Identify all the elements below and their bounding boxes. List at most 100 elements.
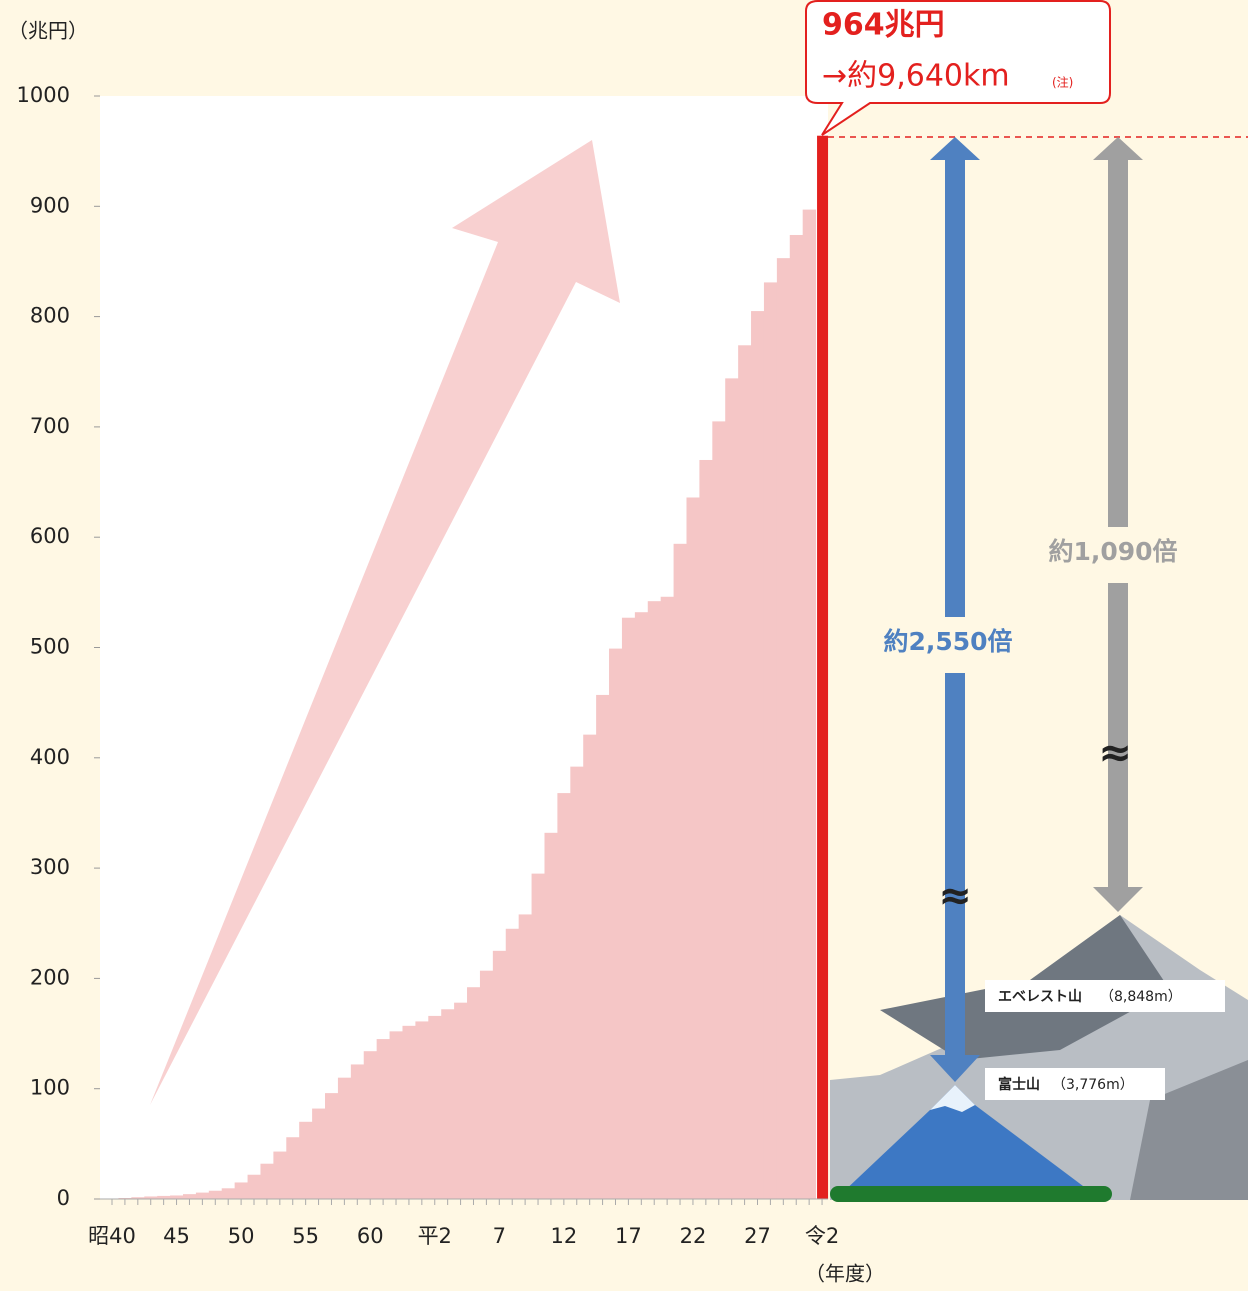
bar — [208, 1190, 223, 1199]
bar — [337, 1077, 352, 1199]
everest-rock — [1130, 1060, 1248, 1200]
x-tick-label: 17 — [615, 1224, 642, 1248]
label-bg — [860, 617, 1040, 673]
y-unit: （兆円） — [8, 19, 88, 43]
bar — [751, 311, 765, 1200]
x-unit: （年度） — [805, 1262, 885, 1286]
bar — [376, 1039, 391, 1199]
bar — [454, 1002, 468, 1199]
bar — [738, 345, 752, 1199]
callout-note: (注) — [1052, 75, 1073, 90]
y-tick-label: 200 — [30, 965, 70, 989]
bar — [273, 1151, 287, 1199]
bar — [789, 234, 804, 1199]
bar — [221, 1188, 236, 1199]
x-tick-label: 昭40 — [88, 1224, 136, 1248]
trend-arrow — [150, 140, 620, 1105]
label-bg — [1030, 527, 1200, 583]
callout-distance: →約9,640km — [822, 59, 1010, 94]
x-tick-label: 平2 — [418, 1224, 452, 1248]
bar — [634, 612, 649, 1199]
bar — [505, 928, 520, 1199]
bar — [183, 1194, 197, 1199]
callout-total: 964兆円 — [822, 8, 945, 43]
fuji — [840, 1085, 1095, 1195]
trees — [830, 1186, 1112, 1202]
blue-arrow-shaft — [945, 155, 965, 1065]
bar — [699, 459, 713, 1199]
approx: ≈ — [1098, 730, 1132, 776]
fuji-label: 富士山 — [998, 1076, 1040, 1093]
x-tick-label: 50 — [228, 1224, 255, 1248]
blue-arrow-head — [930, 1055, 980, 1082]
bar — [531, 873, 545, 1199]
bar — [673, 543, 687, 1199]
bar — [763, 282, 778, 1200]
bar — [557, 793, 571, 1199]
everest-label: エベレスト山 — [998, 989, 1082, 1005]
x-tick-label: 27 — [744, 1224, 771, 1248]
bar — [389, 1031, 403, 1199]
y-tick-label: 300 — [30, 855, 70, 879]
y-tick-label: 800 — [30, 304, 70, 328]
bar — [195, 1192, 210, 1199]
bar — [609, 648, 623, 1199]
fuji-height: （3,776m） — [1052, 1077, 1134, 1093]
bar — [583, 734, 597, 1199]
bar — [596, 694, 610, 1199]
bar — [260, 1163, 274, 1199]
bar — [441, 1009, 455, 1199]
x-tick-label: 12 — [550, 1224, 577, 1248]
bar — [492, 950, 507, 1199]
bar — [776, 258, 791, 1199]
bar — [817, 135, 829, 1199]
x-tick-label: 22 — [680, 1224, 707, 1248]
bar — [415, 1021, 429, 1199]
bar — [712, 421, 726, 1199]
y-tick-label: 0 — [57, 1186, 70, 1210]
y-tick-label: 1000 — [17, 83, 70, 107]
bar — [402, 1025, 416, 1199]
y-tick-label: 500 — [30, 635, 70, 659]
approx: ≈ — [938, 873, 972, 919]
bar — [479, 970, 494, 1199]
y-tick-label: 400 — [30, 745, 70, 769]
x-tick-label: 令2 — [805, 1224, 839, 1248]
gray-arrow-head — [1093, 887, 1143, 912]
everest-height: （8,848m） — [1100, 989, 1182, 1005]
gray-ratio: 約1,090倍 — [1048, 537, 1177, 566]
label-box — [985, 980, 1225, 1012]
bar — [157, 1195, 171, 1199]
bar — [363, 1051, 378, 1199]
y-tick-label: 900 — [30, 193, 70, 217]
callout — [805, 0, 1111, 136]
marks — [105, 135, 829, 1200]
y-tick-label: 700 — [30, 414, 70, 438]
bar — [518, 914, 533, 1199]
bar — [325, 1093, 339, 1199]
bar — [312, 1108, 326, 1199]
bar — [131, 1197, 145, 1199]
bar — [802, 209, 817, 1199]
bar — [570, 766, 584, 1199]
bar — [660, 596, 675, 1199]
x-tick-label: 55 — [292, 1224, 319, 1248]
bar — [544, 832, 558, 1199]
gray-arrow-shaft — [1108, 155, 1128, 895]
bar — [647, 601, 662, 1199]
bar — [234, 1182, 249, 1199]
x-tick-label: 7 — [493, 1224, 506, 1248]
bar — [170, 1195, 184, 1199]
bar — [144, 1196, 158, 1199]
x-tick-label: 45 — [163, 1224, 190, 1248]
bar — [286, 1137, 300, 1199]
bar — [467, 987, 481, 1199]
y-tick-label: 600 — [30, 524, 70, 548]
bar — [350, 1064, 365, 1199]
bar — [247, 1174, 261, 1199]
bar — [686, 497, 700, 1199]
bar — [428, 1015, 442, 1199]
blue-arrow-head — [930, 137, 980, 160]
